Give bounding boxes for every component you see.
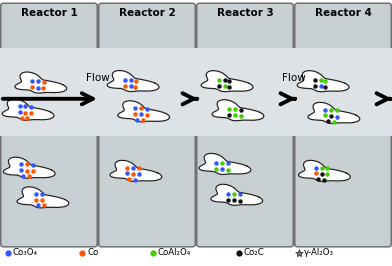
Polygon shape (2, 99, 54, 120)
Polygon shape (211, 184, 263, 205)
Polygon shape (107, 70, 159, 92)
Polygon shape (297, 70, 349, 92)
Text: Co₂C: Co₂C (244, 248, 265, 257)
Polygon shape (212, 100, 264, 121)
Polygon shape (118, 101, 170, 122)
Text: Reactor 4: Reactor 4 (314, 8, 372, 18)
Text: Flow: Flow (86, 73, 110, 83)
FancyBboxPatch shape (0, 48, 392, 136)
Text: Co: Co (87, 248, 98, 257)
FancyBboxPatch shape (295, 3, 391, 247)
Text: Reactor 2: Reactor 2 (119, 8, 175, 18)
Text: Flow: Flow (282, 73, 306, 83)
FancyBboxPatch shape (1, 3, 97, 247)
Text: CoAl₂O₄: CoAl₂O₄ (158, 248, 191, 257)
Text: Reactor 1: Reactor 1 (21, 8, 77, 18)
Polygon shape (308, 102, 360, 123)
Text: γ-Al₂O₃: γ-Al₂O₃ (304, 248, 334, 257)
FancyBboxPatch shape (197, 3, 293, 247)
Polygon shape (110, 160, 162, 181)
Polygon shape (298, 160, 350, 181)
Text: Co₃O₄: Co₃O₄ (13, 248, 38, 257)
FancyBboxPatch shape (0, 48, 392, 136)
FancyBboxPatch shape (99, 3, 195, 247)
Polygon shape (199, 153, 251, 174)
Polygon shape (201, 70, 253, 92)
Polygon shape (17, 187, 69, 208)
Text: Reactor 3: Reactor 3 (217, 8, 273, 18)
Polygon shape (15, 72, 67, 93)
Polygon shape (3, 157, 55, 178)
